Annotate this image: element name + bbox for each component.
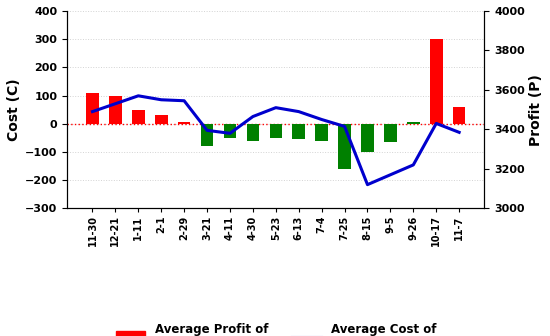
Bar <box>178 122 190 124</box>
Bar <box>270 124 282 138</box>
Bar <box>201 124 213 146</box>
Bar <box>109 95 122 124</box>
Bar <box>384 124 397 142</box>
Y-axis label: Profit (P): Profit (P) <box>529 74 543 145</box>
Bar <box>132 110 145 124</box>
Bar <box>407 122 420 124</box>
Bar <box>86 93 99 124</box>
Bar <box>155 115 168 124</box>
Bar <box>293 124 305 139</box>
Bar <box>430 39 443 124</box>
Y-axis label: Cost (C): Cost (C) <box>7 78 21 141</box>
Bar <box>361 124 374 152</box>
Bar <box>453 107 465 124</box>
Bar <box>224 124 236 138</box>
Bar <box>315 124 328 141</box>
Bar <box>246 124 259 141</box>
Legend: Average Profit of
EAF Steel (AP), Average Cost of
EAF Steel (AC): Average Profit of EAF Steel (AP), Averag… <box>109 317 442 336</box>
Bar <box>338 124 351 169</box>
